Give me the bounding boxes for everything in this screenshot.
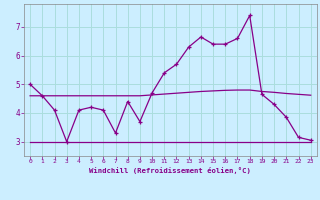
- X-axis label: Windchill (Refroidissement éolien,°C): Windchill (Refroidissement éolien,°C): [90, 167, 251, 174]
